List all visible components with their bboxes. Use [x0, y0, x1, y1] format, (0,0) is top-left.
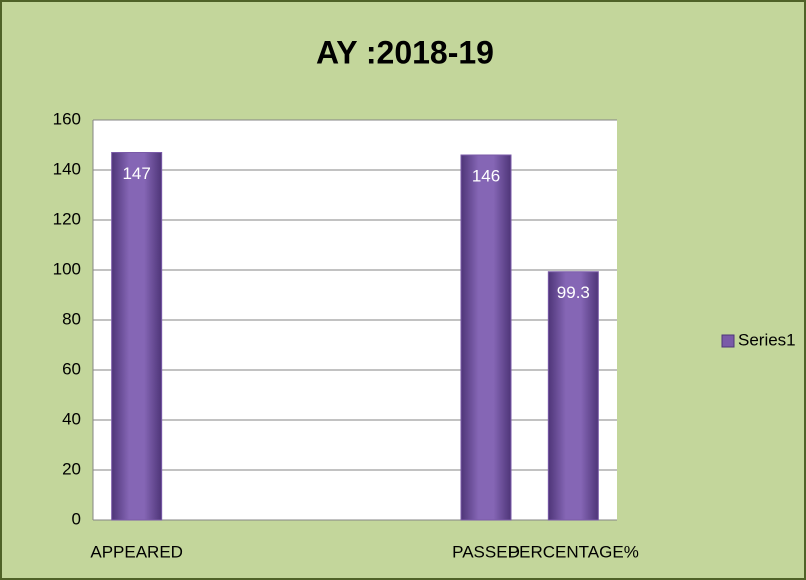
x-tick-label: APPEARED — [90, 542, 183, 561]
x-tick-label: PERCENTAGE% — [508, 542, 639, 561]
data-label: 99.3 — [557, 283, 590, 302]
y-tick-label: 120 — [53, 209, 81, 228]
y-tick-label: 40 — [62, 409, 81, 428]
data-label: 146 — [472, 166, 500, 185]
y-tick-label: 140 — [53, 159, 81, 178]
x-tick-label: PASSED — [452, 542, 520, 561]
y-tick-label: 60 — [62, 359, 81, 378]
data-label: 147 — [122, 164, 150, 183]
y-tick-label: 80 — [62, 309, 81, 328]
y-tick-label: 0 — [72, 509, 81, 528]
chart-title: AY :2018-19 — [316, 34, 494, 70]
y-tick-label: 20 — [62, 459, 81, 478]
legend-label: Series1 — [738, 330, 796, 349]
y-tick-label: 160 — [53, 109, 81, 128]
legend-swatch — [721, 334, 735, 348]
y-tick-label: 100 — [53, 259, 81, 278]
bar — [111, 152, 163, 521]
bar — [460, 154, 512, 521]
bar — [547, 271, 599, 521]
